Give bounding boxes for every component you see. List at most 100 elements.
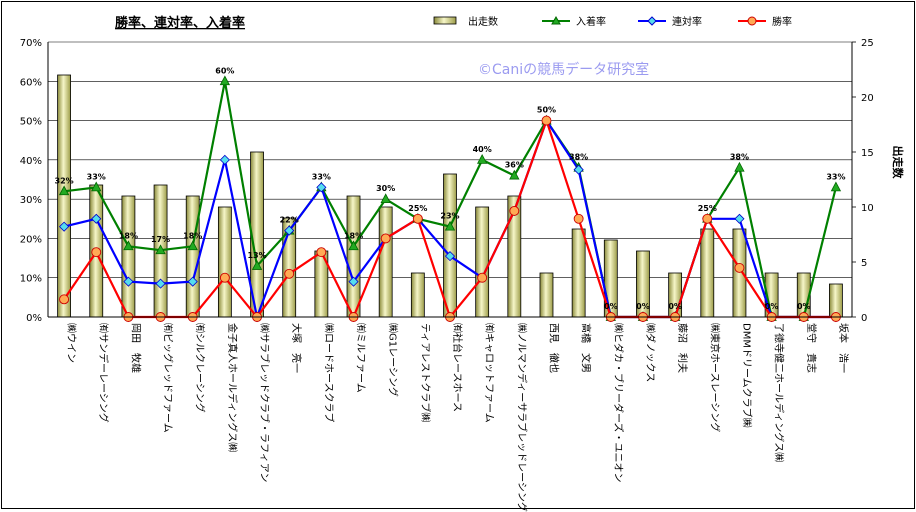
circle-marker — [734, 262, 745, 273]
triangle-marker — [219, 75, 231, 86]
data-label: 0% — [604, 302, 618, 311]
diamond-marker — [284, 225, 295, 236]
circle-marker — [541, 115, 552, 126]
data-label: 22% — [280, 216, 299, 225]
data-label: 0% — [668, 302, 682, 311]
data-label: 30% — [376, 184, 395, 193]
category-label: ㈱東京ホースレーシング — [708, 323, 721, 432]
category-labels: ㈱ウイン ㈲サンデーレーシング 岡田 牧雄 ㈲ビッグレッドファーム ㈲シルクレーシング 金… — [65, 323, 850, 512]
bar — [185, 195, 200, 318]
bar — [539, 272, 554, 318]
triangle-marker — [251, 260, 263, 270]
circle-marker — [477, 272, 488, 283]
triangle-marker — [830, 181, 842, 192]
bar — [700, 228, 715, 318]
category-label: ㈱ノルマンディーサラブレッドレーシング — [515, 323, 528, 512]
category-label: 西見 徹也 — [547, 323, 560, 373]
diamond-marker — [348, 276, 359, 287]
category-label: ㈲シルクレーシング — [194, 323, 207, 413]
circle-marker — [91, 247, 102, 258]
category-label: ㈱ヒダカ・ブリーダーズ・ユニオン — [612, 323, 625, 483]
legend-label: 連対率 — [672, 15, 702, 28]
y2-axis-label: 出走数 — [891, 146, 905, 180]
y-tick-label: 0% — [26, 313, 42, 324]
data-label: 50% — [537, 106, 556, 115]
circle-marker — [284, 268, 295, 279]
bar — [378, 206, 393, 318]
category-label: ㈱ロードホースクラブ — [322, 323, 335, 423]
category-label: 岡田 牧雄 — [129, 323, 142, 373]
y2-tick-label: 10 — [861, 203, 874, 214]
triangle-marker — [187, 240, 198, 251]
bar — [443, 173, 457, 318]
triangle-marker — [91, 181, 102, 192]
data-label: 17% — [151, 235, 170, 244]
category-label: 了徳寺健二ホールディングス㈱ — [773, 323, 786, 462]
y2-tick-label: 0 — [861, 313, 867, 324]
y-tick-label: 70% — [20, 38, 42, 49]
y2-tick-label: 15 — [861, 148, 874, 159]
category-label: ㈲サンデーレーシング — [97, 323, 110, 423]
circle-marker — [509, 205, 520, 216]
data-label: 0% — [797, 302, 811, 311]
data-label: 18% — [119, 231, 138, 240]
diamond-marker — [316, 182, 327, 193]
bars-series — [57, 74, 843, 318]
data-label: 40% — [473, 145, 492, 154]
y-tick-label: 30% — [20, 195, 42, 206]
diamond-marker — [91, 213, 102, 224]
circle-marker — [59, 294, 70, 305]
watermark: ©Caniの競馬データ研究室 — [478, 61, 649, 78]
triangle-marker — [476, 154, 488, 164]
triangle-marker — [155, 244, 166, 255]
category-label: 藤沼 利夫 — [676, 323, 689, 373]
circle-marker — [380, 233, 391, 244]
y2-tick-label: 25 — [861, 38, 874, 49]
diamond-marker — [123, 276, 134, 287]
diamond-marker — [573, 164, 584, 175]
category-label: ㈲ビッグレッドファーム — [162, 323, 175, 433]
category-label: 堂守 貴志 — [805, 323, 818, 373]
diamond-marker — [155, 278, 166, 289]
bar — [475, 206, 490, 318]
axes: 0% 10% 20% 30% 40% 50% 60% 70% 0 5 10 15 20 25 — [20, 38, 874, 324]
category-label: ㈱サラブレッドクラブ・ラフィアン — [258, 323, 271, 482]
data-label: 0% — [636, 302, 650, 311]
bar — [121, 195, 136, 318]
data-label: 25% — [698, 204, 717, 213]
data-label: 38% — [730, 153, 749, 162]
y-tick-label: 20% — [20, 234, 42, 245]
legend: 出走数 入着率 連対率 勝率 — [433, 15, 792, 28]
data-label: 25% — [408, 204, 427, 213]
legend-circle-icon — [747, 16, 757, 26]
legend-label: 出走数 — [468, 15, 498, 28]
y2-tick-label: 20 — [861, 93, 874, 104]
y-tick-label: 60% — [20, 77, 42, 88]
circle-marker — [316, 247, 327, 258]
y-tick-label: 10% — [20, 274, 42, 285]
data-label: 0% — [765, 302, 779, 311]
category-label: 金子真人ホールディングス㈱ — [226, 323, 239, 452]
category-label: 高橋 文男 — [580, 323, 593, 373]
data-label: 38% — [569, 153, 588, 162]
y-tick-label: 50% — [20, 117, 42, 128]
data-label: 32% — [55, 176, 74, 185]
chart-title: 勝率、連対率、入着率 — [115, 15, 245, 31]
bar — [571, 228, 586, 318]
bar — [346, 195, 361, 318]
triangle-marker — [509, 169, 520, 180]
bar — [410, 272, 425, 318]
y2-tick-label: 5 — [861, 258, 867, 269]
circle-marker — [412, 213, 423, 224]
diamond-marker — [187, 276, 198, 287]
circle-marker — [702, 213, 713, 224]
diamond-marker — [219, 154, 230, 165]
legend-label: 入着率 — [576, 15, 606, 28]
triangle-marker — [734, 161, 745, 172]
diamond-marker — [59, 221, 70, 232]
category-label: ㈱ダノックス — [644, 323, 657, 382]
category-label: 坂本 浩一 — [837, 323, 850, 373]
data-label: 33% — [312, 172, 331, 181]
legend-triangle-icon — [551, 15, 561, 25]
